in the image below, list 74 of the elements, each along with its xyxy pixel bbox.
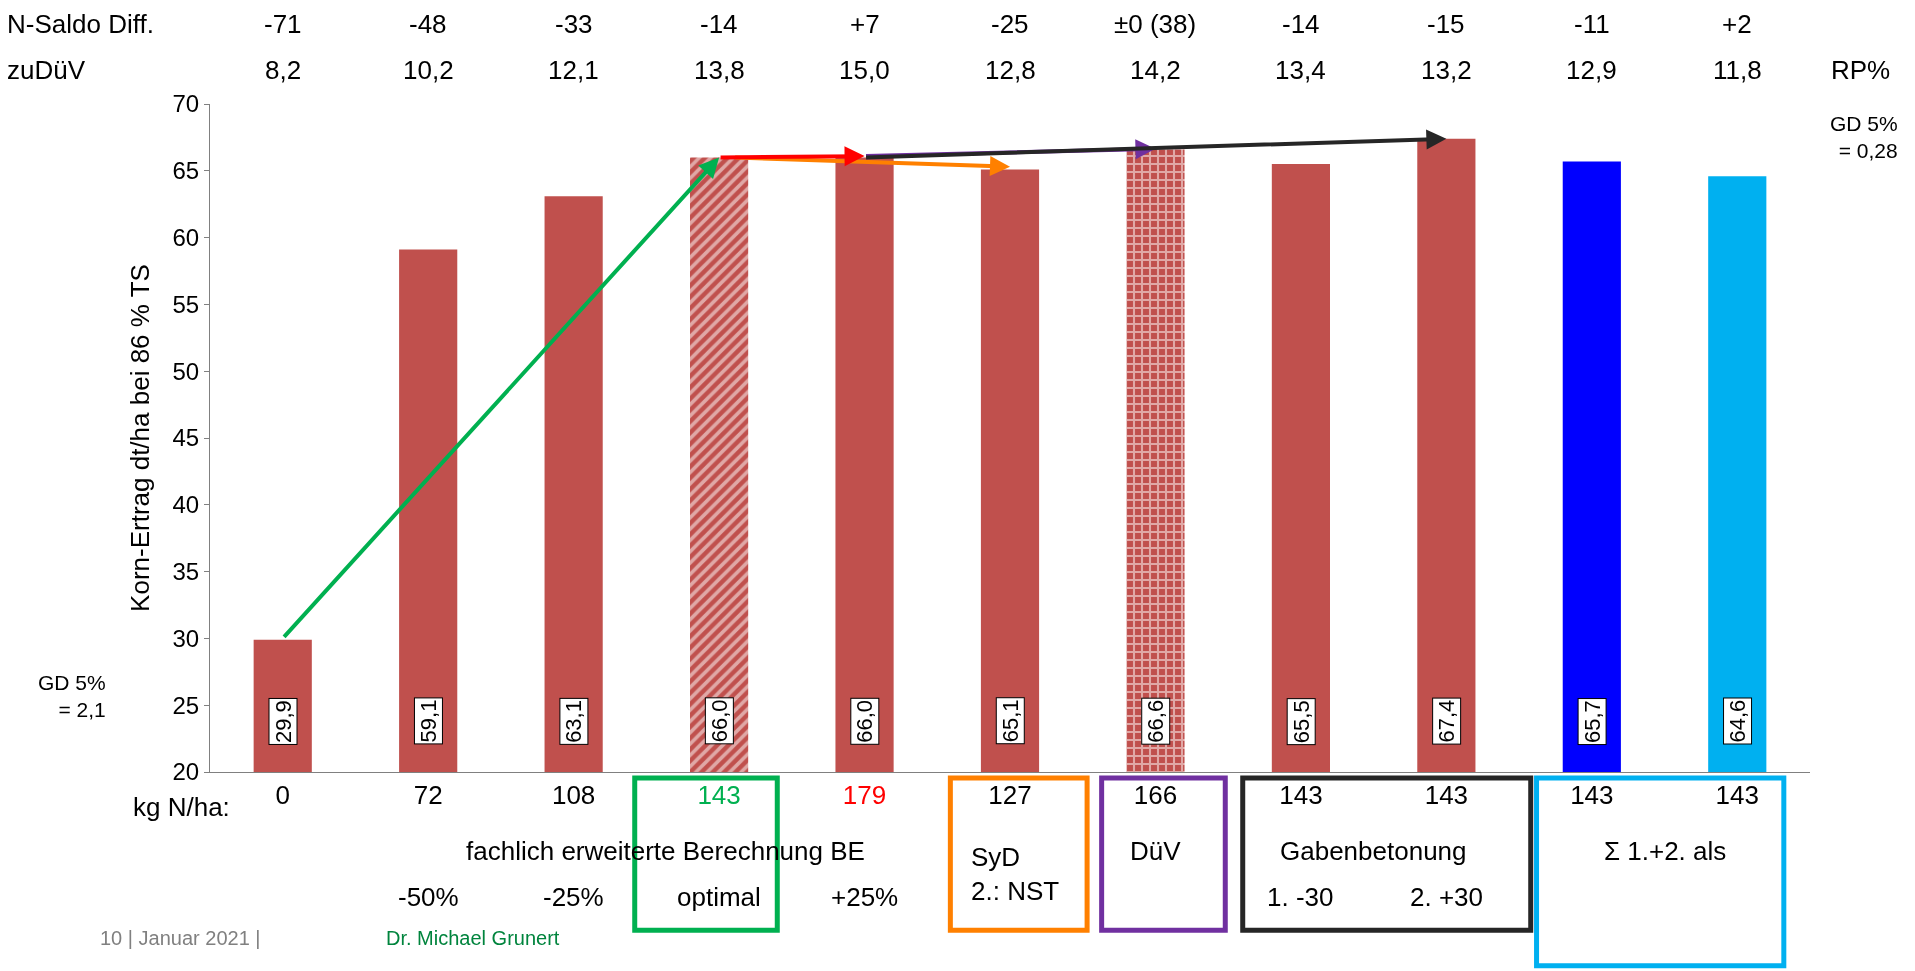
y-tick-label: 50 [172, 357, 200, 385]
text: 12,8 [985, 55, 1036, 85]
text: SyD 2.: NST [971, 842, 1060, 906]
y-tick-label: 70 [172, 90, 200, 118]
text: -25 [991, 9, 1029, 39]
text: 10 | Januar 2021 | [100, 927, 261, 949]
data-label: 67,4 [1434, 699, 1460, 743]
data-label: 66,0 [706, 699, 732, 743]
text: 11,8 [1713, 55, 1762, 85]
x-tick-label: 127 [988, 780, 1032, 811]
text: 8,2 [265, 55, 302, 85]
data-label: 59,1 [415, 699, 441, 743]
x-tick-label: 108 [551, 780, 596, 811]
text: -50% [398, 882, 459, 912]
text: -33 [555, 9, 593, 39]
text: -25% [543, 882, 604, 912]
data-label: 64,6 [1725, 699, 1751, 743]
text: GD 5% = 0,28 [1830, 112, 1898, 163]
text: +7 [850, 9, 880, 39]
text: GD 5% = 2,1 [38, 671, 106, 722]
data-label: 29,9 [270, 700, 296, 743]
text: -15 [1427, 9, 1465, 39]
x-tick-label: 143 [1279, 780, 1323, 811]
x-tick-label: 143 [1570, 780, 1614, 811]
data-label: 63,1 [561, 700, 587, 743]
text: Gabenbetonung [1280, 836, 1467, 866]
text: +2 [1722, 9, 1752, 39]
text: Dr. Michael Grunert [386, 927, 560, 949]
y-tick-label: 60 [172, 224, 200, 251]
text: 1. -30 [1267, 882, 1334, 912]
data-label: 66,0 [852, 699, 878, 743]
x-tick-label: 143 [1715, 780, 1759, 811]
text: -14 [1282, 9, 1320, 39]
x-tick-label: 179 [842, 780, 887, 811]
text: 13,2 [1421, 55, 1472, 85]
text: 12,9 [1566, 55, 1617, 85]
text: 10,2 [403, 55, 454, 85]
x-tick-label: 72 [413, 780, 443, 811]
x-tick-label: 0 [275, 780, 290, 811]
text: ±0 (38) [1114, 9, 1197, 39]
text: 14,2 [1130, 55, 1181, 85]
data-label: 66,6 [1143, 699, 1169, 743]
text: -11 [1574, 9, 1610, 39]
text: 12,1 [548, 55, 599, 85]
text: kg N/ha: [133, 792, 230, 822]
text: Σ 1.+2. als [1604, 836, 1727, 866]
data-label: 65,5 [1288, 700, 1314, 744]
text: N-Saldo Diff. [7, 9, 154, 39]
data-label: 65,7 [1579, 700, 1605, 744]
y-tick-label: 40 [172, 491, 200, 519]
text: optimal [677, 882, 761, 912]
text: 13,4 [1275, 55, 1326, 85]
text: RP% [1831, 55, 1891, 85]
text: -48 [409, 9, 447, 39]
text: -71 [264, 9, 302, 39]
y-tick-label: 30 [172, 624, 200, 652]
x-tick-label: 143 [1424, 780, 1469, 811]
text: DüV [1130, 836, 1182, 866]
x-tick-label: 143 [697, 780, 741, 811]
text: 15,0 [839, 55, 890, 85]
y-tick-label: 20 [172, 758, 200, 786]
y-tick-label: 55 [172, 290, 200, 318]
text: 2. +30 [1410, 882, 1484, 912]
y-tick-label: 25 [172, 691, 200, 719]
text: +25% [831, 882, 899, 912]
data-label: 65,1 [997, 699, 1023, 743]
text: -14 [700, 9, 738, 39]
x-tick-label: 166 [1133, 780, 1178, 811]
y-axis-title: Korn-Ertrag dt/ha bei 86 % TS [124, 264, 155, 612]
y-tick-label: 45 [172, 424, 200, 452]
y-tick-label: 65 [172, 157, 200, 185]
y-tick-label: 35 [172, 558, 200, 585]
text: zuDüV [7, 55, 86, 85]
text: 13,8 [694, 55, 745, 85]
